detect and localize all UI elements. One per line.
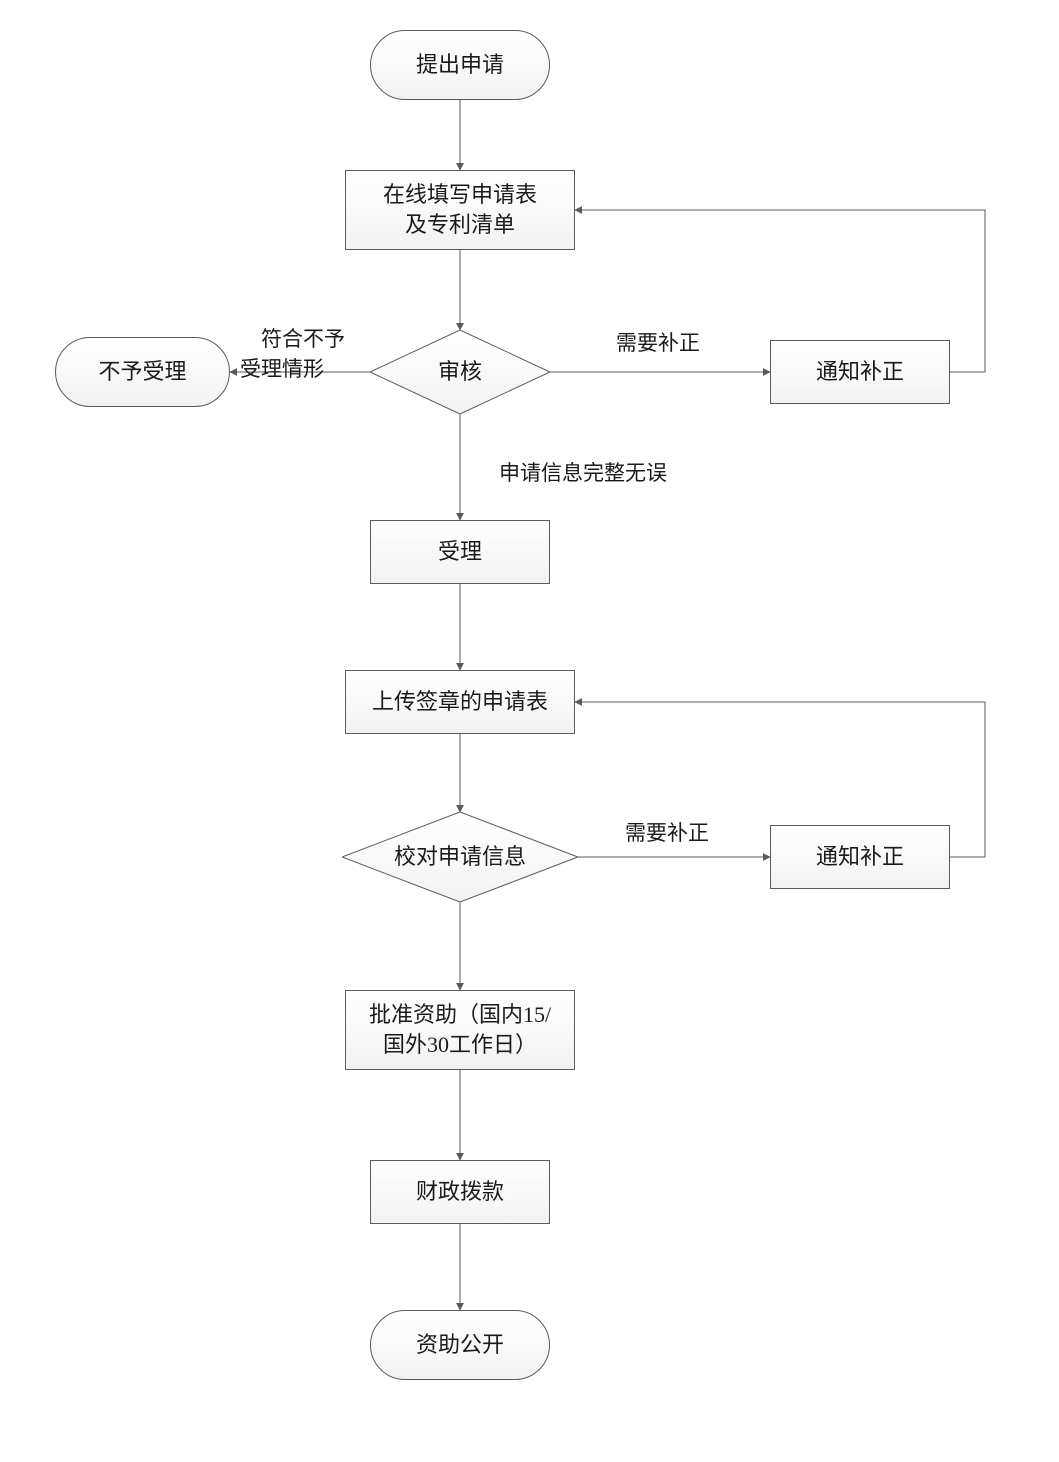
edge-label-need-fix2: 需要补正 bbox=[604, 792, 709, 872]
node-start: 提出申请 bbox=[370, 30, 550, 100]
node-review-label: 审核 bbox=[438, 357, 482, 387]
edge-label-reject-cond-text: 符合不予受理情形 bbox=[240, 327, 345, 381]
node-reject: 不予受理 bbox=[55, 337, 230, 407]
node-reject-label: 不予受理 bbox=[98, 357, 186, 387]
node-notify2-label: 通知补正 bbox=[816, 842, 904, 872]
edge-label-reject-cond: 符合不予受理情形 bbox=[240, 298, 345, 408]
node-start-label: 提出申请 bbox=[416, 50, 504, 80]
edge-label-need-fix1: 需要补正 bbox=[595, 302, 700, 382]
node-approve-label: 批准资助（国内15/国外30工作日） bbox=[369, 1000, 551, 1059]
edge-label-need-fix1-text: 需要补正 bbox=[616, 331, 700, 355]
node-upload-label: 上传签章的申请表 bbox=[372, 687, 548, 717]
node-publish-label: 资助公开 bbox=[416, 1330, 504, 1360]
node-review: 审核 bbox=[370, 330, 550, 414]
node-fill-form-label: 在线填写申请表及专利清单 bbox=[383, 180, 537, 239]
node-fill-form: 在线填写申请表及专利清单 bbox=[345, 170, 575, 250]
node-notify2: 通知补正 bbox=[770, 825, 950, 889]
edge-label-complete-text: 申请信息完整无误 bbox=[499, 461, 667, 485]
node-publish: 资助公开 bbox=[370, 1310, 550, 1380]
edge-paths bbox=[230, 100, 985, 1310]
edge-label-complete: 申请信息完整无误 bbox=[478, 432, 667, 512]
node-payout: 财政拨款 bbox=[370, 1160, 550, 1224]
node-approve: 批准资助（国内15/国外30工作日） bbox=[345, 990, 575, 1070]
node-payout-label: 财政拨款 bbox=[416, 1177, 504, 1207]
flowchart-canvas: 提出申请 在线填写申请表及专利清单 审核 不予受理 通知补正 受理 上传签章的申… bbox=[0, 0, 1059, 1462]
node-notify1-label: 通知补正 bbox=[816, 357, 904, 387]
node-upload: 上传签章的申请表 bbox=[345, 670, 575, 734]
edge-label-need-fix2-text: 需要补正 bbox=[625, 821, 709, 845]
node-verify: 校对申请信息 bbox=[342, 812, 578, 902]
node-accept: 受理 bbox=[370, 520, 550, 584]
node-notify1: 通知补正 bbox=[770, 340, 950, 404]
node-accept-label: 受理 bbox=[438, 537, 482, 567]
node-verify-label: 校对申请信息 bbox=[394, 842, 526, 872]
